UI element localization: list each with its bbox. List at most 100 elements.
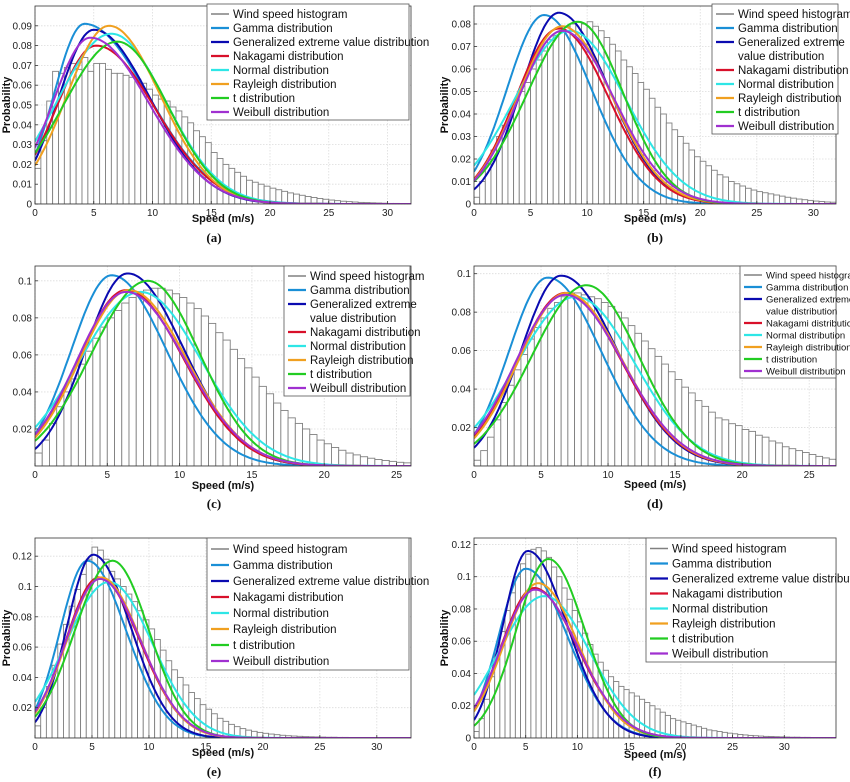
distribution-curves — [35, 272, 411, 466]
legend-entry-t: t distribution — [672, 634, 734, 646]
legend-entry-gamma: Gamma distribution — [310, 285, 410, 297]
distribution-curves — [474, 549, 836, 738]
legend-box — [206, 537, 410, 671]
legend-entry-gev: Generalized extreme value distribution — [233, 576, 429, 588]
x-axis-label: Speed (m/s) — [624, 749, 687, 761]
legend-entry-gamma: Gamma distribution — [672, 559, 772, 571]
histogram-bar — [739, 185, 746, 204]
histogram-bar — [244, 367, 253, 466]
x-tick-label: 20 — [695, 208, 707, 219]
x-tick-label: 15 — [246, 470, 258, 481]
y-tick-label: 0.1 — [18, 276, 32, 287]
x-tick-label: 20 — [264, 208, 276, 219]
histogram-bar — [541, 50, 548, 204]
legend-entry-normal: Normal distribution — [738, 79, 834, 91]
y-tick-label: 0.02 — [452, 701, 472, 712]
legend-entry-weibull: Weibull distribution — [310, 383, 406, 395]
y-axis-label: Probability — [439, 609, 451, 667]
panel-label: (c) — [207, 496, 221, 511]
histogram-bar — [699, 160, 707, 204]
histogram-bar — [352, 454, 361, 466]
y-tick-label: 0.02 — [452, 423, 472, 434]
histogram-bar — [768, 440, 777, 466]
legend-entry-t: t distribution — [766, 354, 817, 365]
legend-entry-t: t distribution — [738, 107, 800, 119]
legend-entry-rayleigh: Rayleigh distribution — [233, 79, 337, 91]
histogram-bar — [637, 82, 645, 204]
histogram-bar — [540, 550, 547, 738]
histogram-bar — [228, 167, 236, 204]
histogram-bar — [474, 196, 481, 204]
histogram-bar — [135, 293, 144, 466]
histogram-bar — [345, 452, 354, 466]
histogram-bar — [705, 165, 713, 204]
y-tick-label: 0.03 — [13, 140, 33, 151]
x-tick-label: 20 — [675, 742, 687, 753]
histogram-bar — [85, 350, 94, 466]
histogram-bar — [828, 458, 836, 466]
curve-gamma — [474, 13, 836, 204]
y-tick-label: 0.01 — [452, 177, 472, 188]
legend-entry-nakagami: Nakagami distribution — [233, 51, 344, 63]
legend-entry-gev: Generalized extreme value distribution — [766, 294, 850, 317]
y-tick-label: 0.01 — [13, 180, 33, 191]
axes-frame — [34, 265, 412, 467]
histogram-bar — [582, 632, 589, 738]
histogram-bar — [474, 459, 482, 466]
histogram-bar — [540, 317, 549, 466]
y-axis-label: Probability — [1, 76, 13, 134]
histogram-bar — [479, 181, 486, 204]
panel-label: (b) — [647, 230, 663, 245]
panel-label: (f) — [649, 764, 662, 779]
legend-entry-gamma: Gamma distribution — [738, 23, 838, 35]
histogram-bar — [128, 76, 136, 204]
histogram-bar — [474, 731, 480, 738]
histogram-bar — [795, 450, 803, 466]
x-tick-label: 25 — [727, 742, 739, 753]
legend-entry-normal: Normal distribution — [310, 341, 406, 353]
histogram-bar — [654, 355, 663, 466]
histogram-bar — [116, 72, 124, 204]
histogram-bar — [681, 386, 689, 466]
y-tick-label: 0.07 — [452, 42, 472, 53]
x-tick-label: 30 — [382, 208, 394, 219]
curve-normal — [35, 581, 411, 738]
histogram-bar — [520, 563, 527, 738]
histogram-bar — [323, 443, 332, 466]
histogram-bar — [756, 191, 763, 204]
y-tick-label: 0 — [465, 734, 471, 745]
x-axis-label: Speed (m/s) — [192, 213, 255, 225]
y-tick-label: 0.02 — [452, 155, 472, 166]
x-tick-label: 5 — [528, 208, 534, 219]
histogram-bar — [35, 452, 43, 466]
x-tick-label: 20 — [319, 470, 331, 481]
histogram-bar — [331, 447, 340, 466]
legend-box — [206, 3, 410, 121]
x-tick-label: 0 — [32, 742, 38, 753]
histogram-bar — [781, 446, 790, 466]
x-tick-label: 10 — [582, 208, 594, 219]
legend-entry-gamma: Gamma distribution — [233, 560, 333, 572]
y-tick-label: 0.02 — [13, 424, 33, 435]
histogram-bar — [665, 122, 673, 204]
panel-e: 0 5 10 15 20 25 30 0.02 0.04 0.06 0.08 0.1 0.12 Speed… — [1, 537, 429, 779]
histogram-bar — [607, 305, 616, 466]
histogram-bar — [761, 436, 770, 466]
x-tick-label: 10 — [147, 208, 159, 219]
histogram-bar — [685, 723, 692, 738]
histogram-bar — [762, 192, 769, 204]
y-tick-label: 0.05 — [13, 101, 33, 112]
histogram-bar — [815, 455, 824, 466]
histogram-bar — [81, 57, 89, 204]
curve-weibull — [35, 36, 411, 204]
x-tick-label: 25 — [314, 742, 326, 753]
y-tick-label: 0.12 — [452, 540, 472, 551]
legend-entry-t: t distribution — [233, 640, 295, 652]
legend-entry-t: t distribution — [310, 369, 372, 381]
curve-weibull — [35, 577, 411, 738]
y-axis-label: Probability — [439, 76, 451, 134]
